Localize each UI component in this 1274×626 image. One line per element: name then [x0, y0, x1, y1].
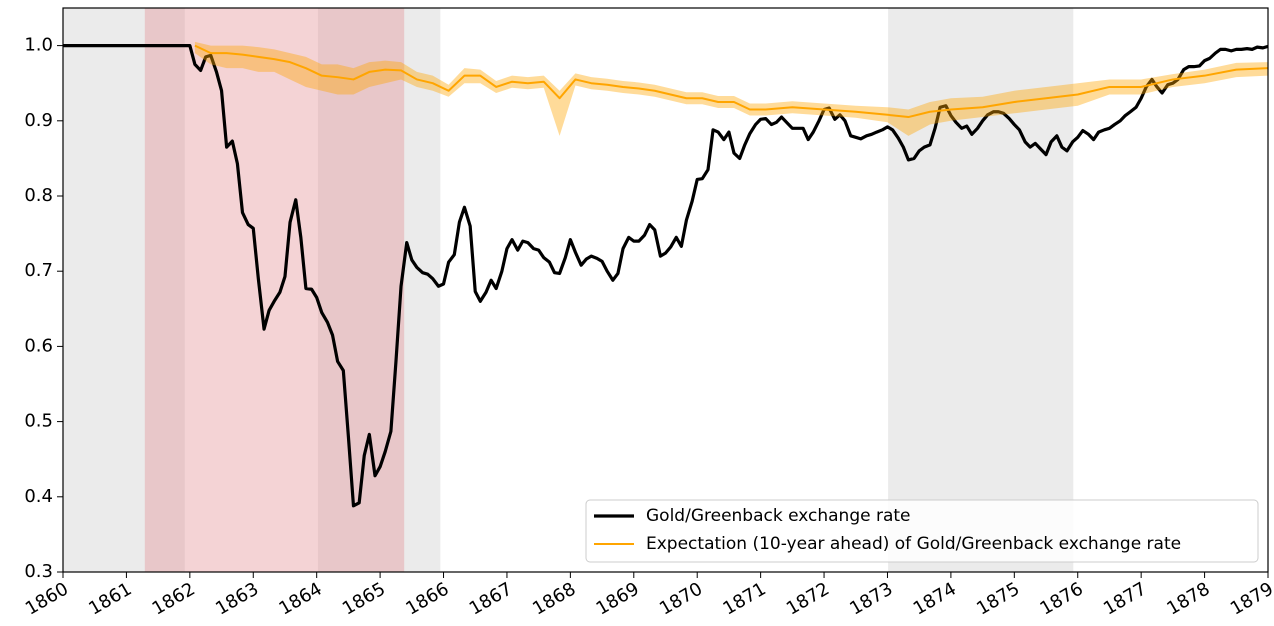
y-tick-label: 0.4 [24, 486, 53, 507]
y-tick-label: 0.7 [24, 260, 53, 281]
x-tick-label: 1876 [1037, 578, 1087, 619]
shaded-region [317, 8, 441, 572]
x-tick-label: 1861 [85, 578, 135, 619]
x-tick-label: 1862 [149, 578, 199, 619]
x-tick-label: 1875 [973, 578, 1023, 619]
legend-label: Expectation (10-year ahead) of Gold/Gree… [646, 534, 1181, 554]
lines [63, 41, 1268, 508]
x-tick-label: 1877 [1100, 578, 1150, 619]
legend-box [585, 499, 1259, 563]
y-tick-label: 0.8 [24, 185, 53, 206]
x-tick-label: 1878 [1163, 578, 1213, 619]
confidence-band [194, 41, 1268, 136]
x-tick-label: 1873 [846, 578, 896, 619]
y-tick-label: 0.5 [24, 411, 53, 432]
x-tick-label: 1871 [719, 578, 769, 619]
x-tick-label: 1870 [656, 578, 706, 619]
x-tick-label: 1874 [910, 578, 960, 619]
shaded-region [63, 8, 185, 572]
legend-label: Gold/Greenback exchange rate [646, 506, 911, 526]
x-tick-label: 1866 [402, 578, 452, 619]
shaded-region [144, 8, 405, 572]
y-tick-label: 0.6 [24, 335, 53, 356]
x-tick-label: 1869 [593, 578, 643, 619]
x-tick-label: 1868 [529, 578, 579, 619]
series-line [194, 44, 1268, 119]
x-tick-label: 1864 [276, 578, 326, 619]
x-tick-label: 1879 [1227, 578, 1274, 619]
shaded-region [888, 8, 1074, 572]
legend: Gold/Greenback exchange rate Expectation … [585, 499, 1259, 563]
x-tick-label: 1867 [466, 578, 516, 619]
x-tick-label: 1872 [783, 578, 833, 619]
x-tick-label: 1865 [339, 578, 389, 619]
plot-frame [62, 7, 1269, 573]
x-tick-label: 1863 [212, 578, 262, 619]
y-tick-label: 1.0 [24, 35, 53, 56]
shaded-regions [63, 8, 1074, 572]
x-tick-label: 1860 [22, 578, 72, 619]
y-tick-label: 0.9 [24, 110, 53, 131]
series-line [63, 44, 1268, 508]
y-tick-label: 0.3 [24, 561, 53, 582]
